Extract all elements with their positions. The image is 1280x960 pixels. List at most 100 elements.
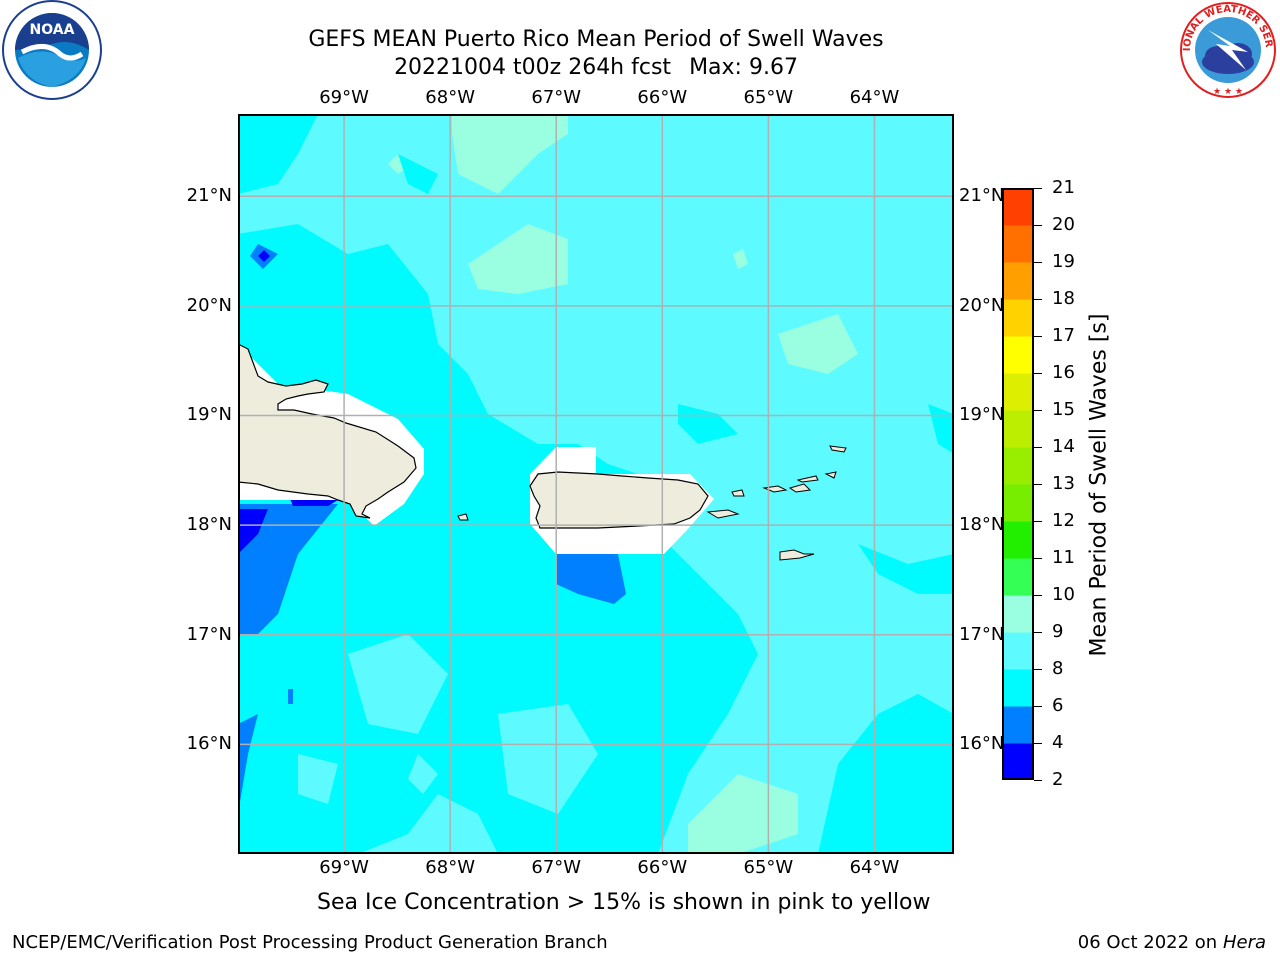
- lon-tick-bottom: 69°W: [319, 857, 369, 878]
- colorbar-tick-mark: [1034, 521, 1042, 522]
- footer-date-text: 06 Oct 2022 on: [1077, 932, 1218, 953]
- colorbar-segment: [1002, 410, 1034, 448]
- colorbar-tick-label: 20: [1052, 214, 1075, 235]
- max-value: Max: 9.67: [689, 55, 798, 80]
- colorbar-segment: [1002, 595, 1034, 633]
- colorbar-tick-mark: [1034, 188, 1042, 189]
- noaa-logo-icon: NOAA: [2, 0, 102, 100]
- lon-tick-top: 68°W: [425, 87, 475, 108]
- period-4-6-regions: [238, 244, 626, 814]
- colorbar-segment: [1002, 743, 1034, 780]
- lon-tick-top: 64°W: [849, 87, 900, 108]
- colorbar-tick-mark: [1034, 743, 1042, 744]
- colorbar-tick-label: 21: [1052, 177, 1075, 198]
- lat-tick-left: 21°N: [186, 185, 232, 207]
- colorbar-frame: [1002, 188, 1034, 780]
- lon-tick-bottom: 68°W: [425, 857, 475, 878]
- lon-tick-top: 65°W: [743, 87, 794, 108]
- colorbar-tick-label: 12: [1052, 510, 1075, 531]
- footer-branch: NCEP/EMC/Verification Post Processing Pr…: [12, 932, 608, 953]
- colorbar-segment: [1002, 632, 1034, 670]
- period-8-pockets: [298, 634, 598, 814]
- colorbar-label: Mean Period of Swell Waves [s]: [1086, 313, 1112, 657]
- hispaniola-land: [238, 343, 417, 519]
- lat-tick-right: 18°N: [959, 514, 1005, 536]
- colorbar-tick-mark: [1034, 225, 1042, 226]
- colorbar-tick-mark: [1034, 595, 1042, 596]
- lat-tick-right: 19°N: [959, 404, 1005, 426]
- period-8-9-regions: [388, 114, 858, 854]
- colorbar-tick-mark: [1034, 706, 1042, 707]
- colorbar-segment: [1002, 373, 1034, 411]
- colorbar-segment: [1002, 669, 1034, 707]
- lon-tick-top: 69°W: [319, 87, 369, 108]
- colorbar-segment: [1002, 188, 1034, 226]
- swell-period-map: [238, 114, 954, 854]
- lat-tick-left: 16°N: [186, 733, 232, 755]
- colorbar-tick-label: 10: [1052, 584, 1075, 605]
- colorbar-tick-mark: [1034, 373, 1042, 374]
- colorbar-segment: [1002, 336, 1034, 374]
- colorbar-segment: [1002, 262, 1034, 300]
- chart-subtitle: 20221004 t00z 264h fcst Max: 9.67: [240, 54, 952, 82]
- colorbar-tick-mark: [1034, 410, 1042, 411]
- colorbar-segment: [1002, 558, 1034, 596]
- colorbar: [1002, 188, 1034, 780]
- lat-tick-right: 20°N: [959, 294, 1005, 316]
- footer-date: 06 Oct 2022 on Hera: [1078, 932, 1266, 953]
- lon-tick-top: 66°W: [637, 87, 688, 108]
- run-info: 20221004 t00z 264h fcst: [394, 55, 672, 80]
- colorbar-tick-label: 6: [1052, 695, 1064, 716]
- colorbar-segment: [1002, 299, 1034, 337]
- colorbar-segment: [1002, 706, 1034, 744]
- svg-text:NOAA: NOAA: [30, 22, 75, 38]
- colorbar-tick-label: 16: [1052, 362, 1075, 383]
- lon-tick-bottom: 65°W: [743, 857, 794, 878]
- colorbar-tick-label: 8: [1052, 658, 1064, 679]
- colorbar-tick-mark: [1034, 262, 1042, 263]
- colorbar-tick-mark: [1034, 780, 1042, 781]
- lon-tick-bottom: 66°W: [637, 857, 688, 878]
- svg-text:★ ★ ★: ★ ★ ★: [1213, 87, 1243, 97]
- colorbar-tick-mark: [1034, 558, 1042, 559]
- lat-tick-left: 18°N: [186, 514, 232, 536]
- colorbar-tick-label: 13: [1052, 473, 1075, 494]
- colorbar-segment: [1002, 484, 1034, 522]
- period-2-4-regions: [238, 250, 338, 554]
- lat-tick-left: 20°N: [186, 294, 232, 316]
- map-grid: [238, 114, 954, 854]
- colorbar-tick-mark: [1034, 669, 1042, 670]
- colorbar-segment: [1002, 225, 1034, 263]
- puerto-rico-land: [529, 471, 709, 529]
- lat-tick-right: 16°N: [959, 733, 1005, 755]
- chart-title: GEFS MEAN Puerto Rico Mean Period of Swe…: [308, 27, 884, 52]
- lat-tick-right: 17°N: [959, 623, 1005, 645]
- lon-tick-top: 67°W: [531, 87, 582, 108]
- colorbar-tick-mark: [1034, 484, 1042, 485]
- map-frame: [238, 114, 954, 854]
- lat-tick-right: 21°N: [959, 185, 1005, 207]
- colorbar-tick-mark: [1034, 336, 1042, 337]
- colorbar-tick-mark: [1034, 299, 1042, 300]
- colorbar-tick-label: 15: [1052, 399, 1075, 420]
- colorbar-segment: [1002, 447, 1034, 485]
- colorbar-segment: [1002, 521, 1034, 559]
- lat-tick-left: 17°N: [186, 623, 232, 645]
- colorbar-tick-label: 14: [1052, 436, 1075, 457]
- lat-tick-left: 19°N: [186, 404, 232, 426]
- small-islands: [457, 445, 847, 561]
- lon-tick-bottom: 67°W: [531, 857, 582, 878]
- colorbar-tick-label: 18: [1052, 288, 1075, 309]
- sea-ice-note: Sea Ice Concentration > 15% is shown in …: [317, 890, 931, 915]
- lon-tick-bottom: 64°W: [849, 857, 900, 878]
- footer-machine: Hera: [1222, 932, 1266, 953]
- colorbar-tick-mark: [1034, 632, 1042, 633]
- colorbar-tick-label: 11: [1052, 547, 1075, 568]
- colorbar-tick-label: 17: [1052, 325, 1075, 346]
- nws-logo-icon: NATIONAL WEATHER SERVICE ★ ★ ★: [1178, 0, 1276, 98]
- colorbar-tick-label: 2: [1052, 769, 1064, 790]
- colorbar-tick-label: 19: [1052, 251, 1075, 272]
- colorbar-tick-label: 4: [1052, 732, 1064, 753]
- colorbar-tick-label: 9: [1052, 621, 1064, 642]
- colorbar-tick-mark: [1034, 447, 1042, 448]
